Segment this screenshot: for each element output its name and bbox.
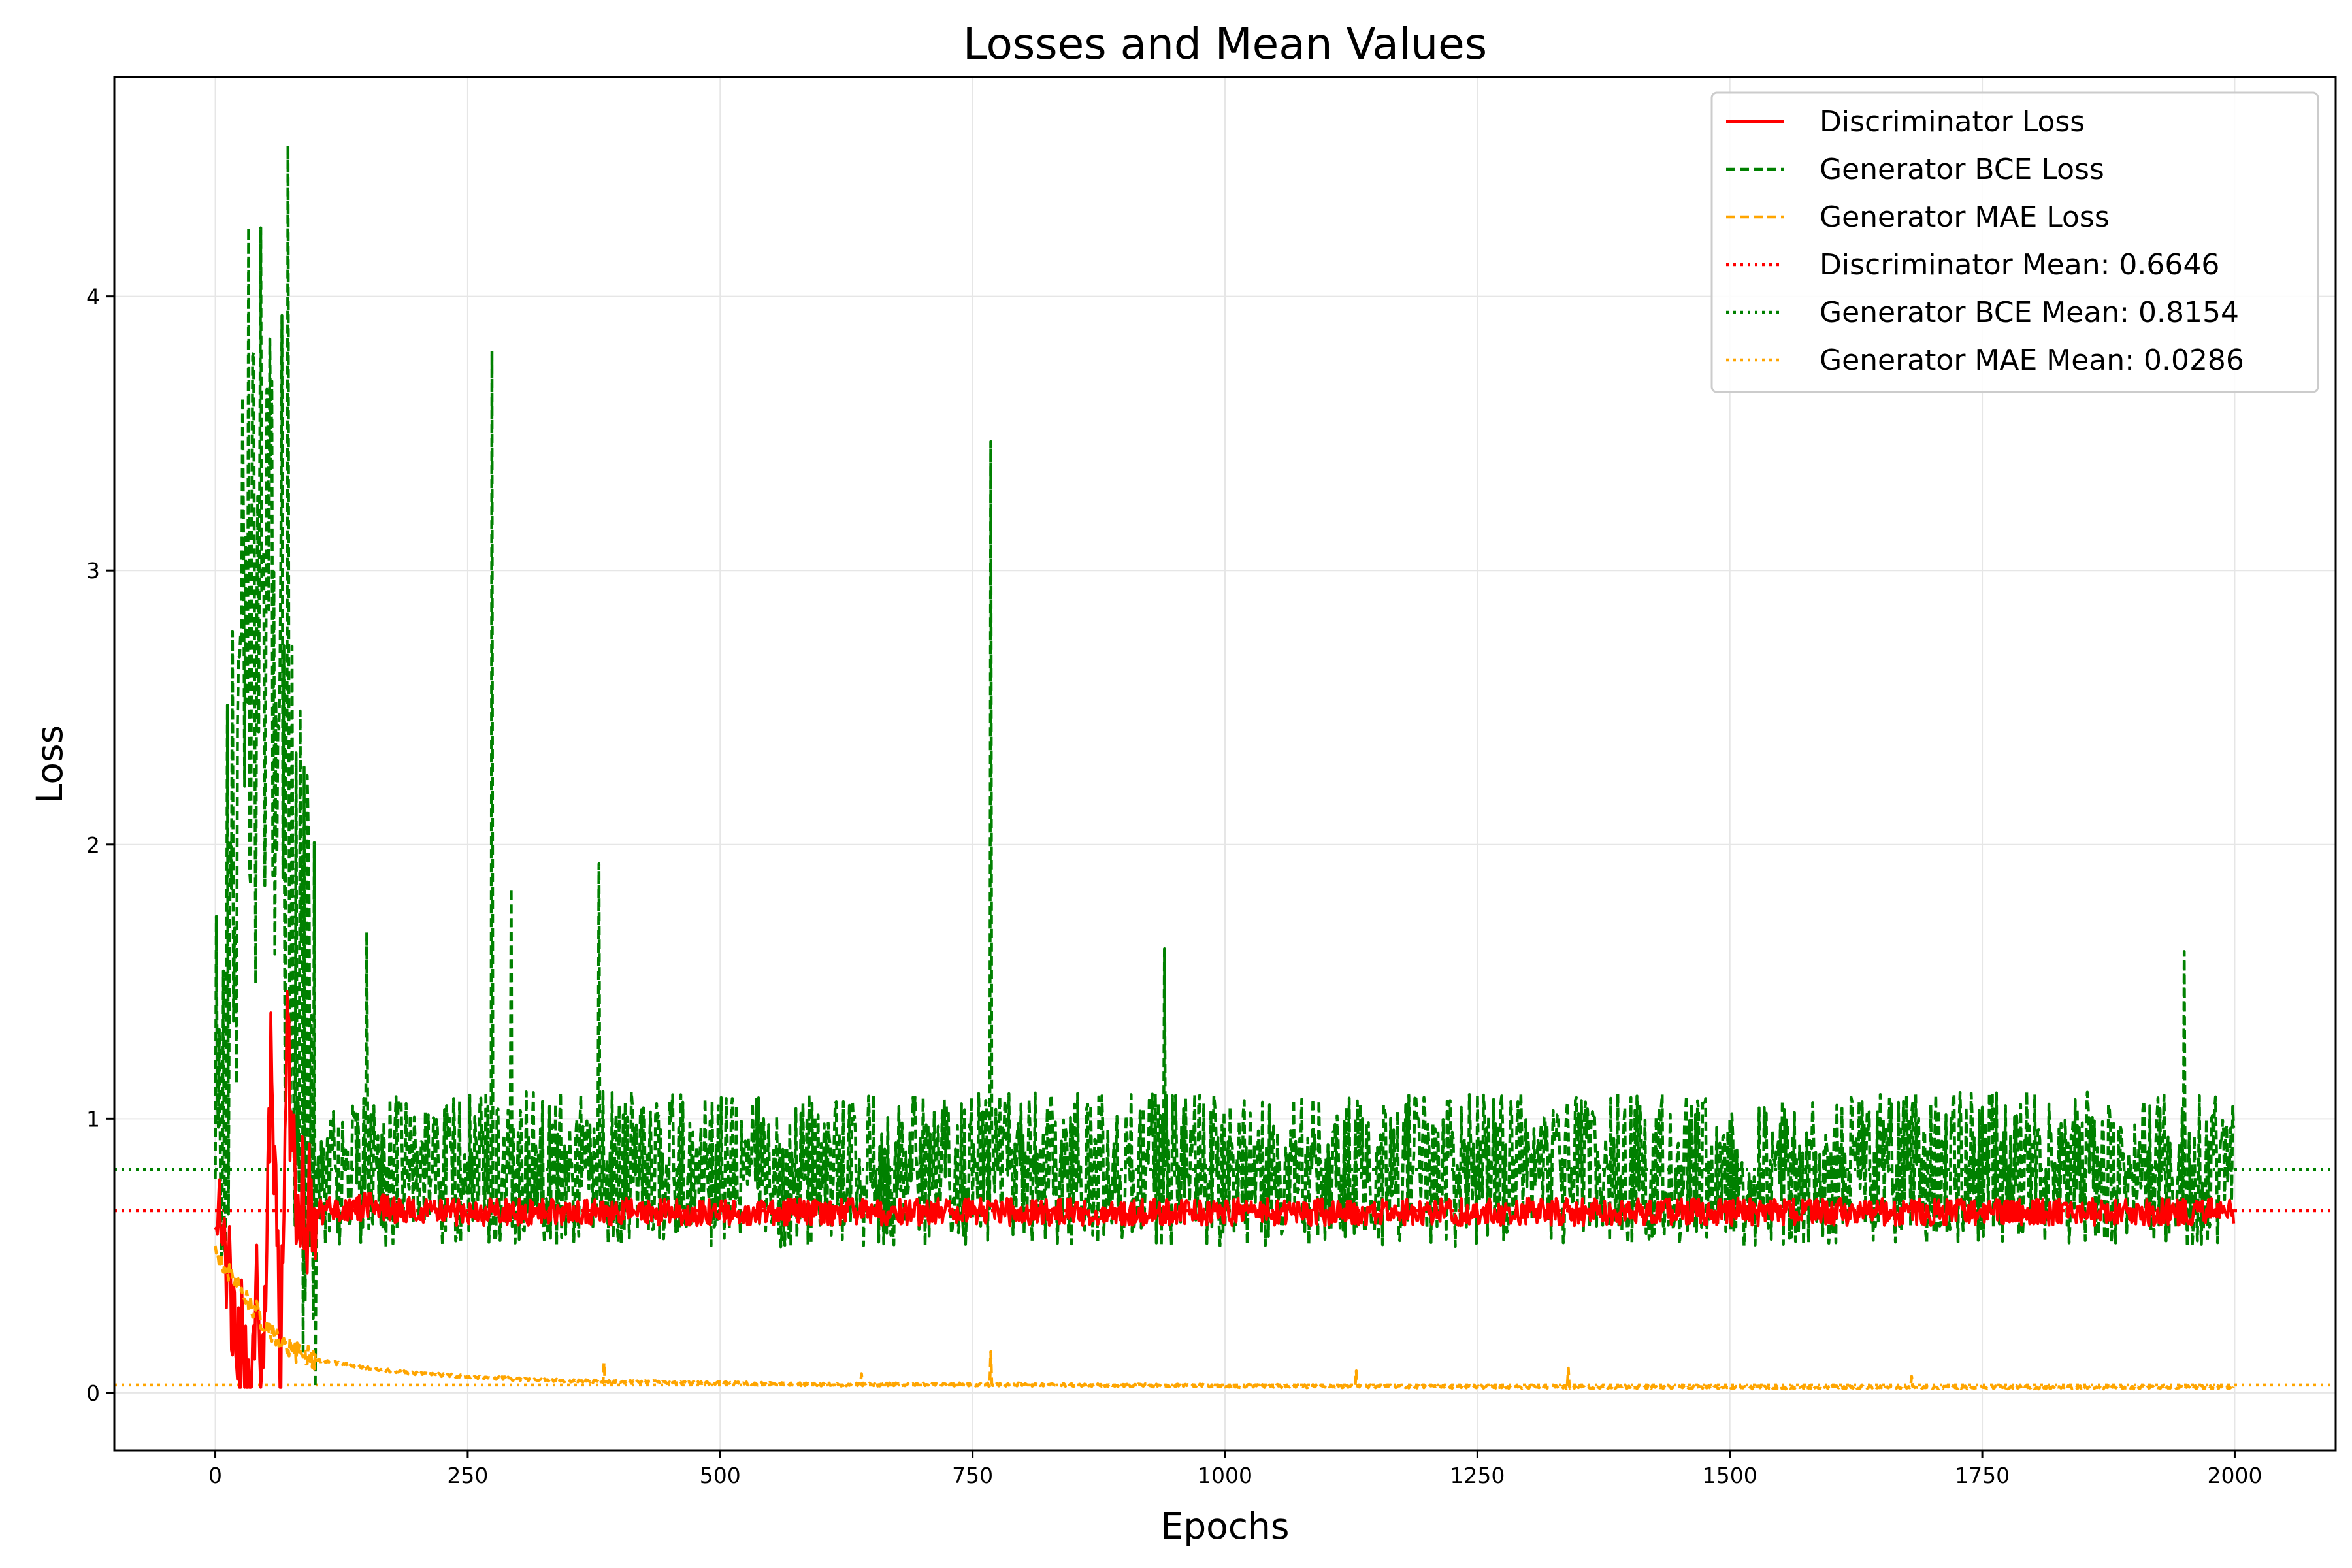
x-tick-label: 1750 xyxy=(1955,1463,2010,1488)
y-tick-label: 3 xyxy=(86,558,100,583)
x-tick-label: 2000 xyxy=(2207,1463,2262,1488)
series-line xyxy=(214,1245,2235,1391)
x-tick-label: 750 xyxy=(952,1463,993,1488)
y-tick-label: 4 xyxy=(86,284,100,310)
legend-label: Generator BCE Mean: 0.8154 xyxy=(1820,296,2239,329)
x-tick-label: 1500 xyxy=(1703,1463,1757,1488)
legend: Discriminator Loss Generator BCE Loss Gene… xyxy=(1710,91,2319,393)
y-axis-title: Loss xyxy=(29,725,71,804)
x-tick-label: 500 xyxy=(700,1463,741,1488)
x-tick-label: 250 xyxy=(447,1463,488,1488)
legend-label: Discriminator Mean: 0.6646 xyxy=(1820,248,2219,282)
legend-label: Generator MAE Mean: 0.0286 xyxy=(1820,344,2244,377)
legend-label: Discriminator Loss xyxy=(1820,105,2085,139)
chart-title: Losses and Mean Values xyxy=(963,19,1487,69)
y-tick-label: 2 xyxy=(86,832,100,858)
y-tick-label: 1 xyxy=(86,1106,100,1132)
series-line xyxy=(214,990,2236,1389)
legend-label: Generator MAE Loss xyxy=(1820,201,2110,234)
series-lines xyxy=(214,144,2236,1391)
y-tick-label: 0 xyxy=(86,1380,100,1406)
x-tick-label: 1250 xyxy=(1450,1463,1505,1488)
x-tick-label: 1000 xyxy=(1198,1463,1252,1488)
x-tick-label: 0 xyxy=(208,1463,222,1488)
x-axis: 0 250 500 750 1000 1250 1500 1750 2000 xyxy=(208,1450,2262,1488)
legend-label: Generator BCE Loss xyxy=(1820,153,2104,186)
x-axis-title: Epochs xyxy=(1160,1505,1289,1547)
legend-box xyxy=(1710,91,2319,393)
y-axis: 0 1 2 3 4 xyxy=(86,284,114,1406)
series-line xyxy=(214,144,2236,1389)
